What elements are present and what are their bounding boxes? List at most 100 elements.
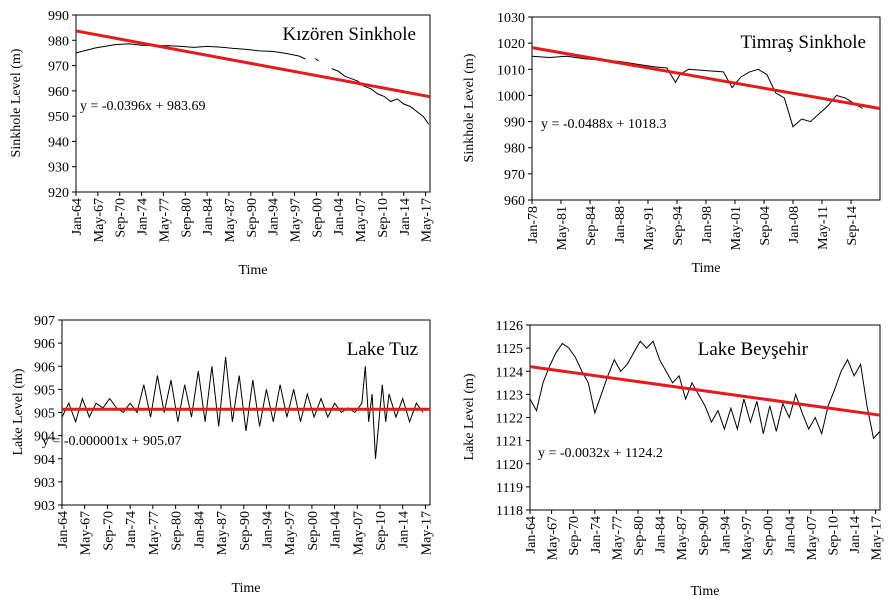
y-tick-label: 970: [48, 60, 69, 75]
x-tick-label: Sep-80: [179, 198, 194, 238]
x-tick-label: Jan-94: [267, 198, 282, 235]
y-tick-label: 990: [48, 9, 69, 24]
x-tick-label: Jan-64: [56, 511, 71, 548]
y-tick-label: 1120: [496, 458, 523, 473]
y-tick-label: 1119: [496, 481, 523, 496]
chart-title: Timraş Sinkhole: [741, 32, 866, 53]
y-tick-label: 960: [504, 194, 525, 209]
y-axis-label: Sinkhole Level (m): [9, 48, 24, 157]
x-tick-label: Jan-84: [192, 511, 207, 548]
x-tick-label: Sep-94: [671, 206, 686, 246]
x-tick-label: Jan-14: [397, 511, 412, 548]
series-line: [75, 43, 430, 125]
x-tick-label: Sep-14: [845, 206, 860, 246]
chart-title: Lake Tuz: [347, 339, 418, 360]
y-tick-label: 903: [34, 499, 55, 514]
y-tick-label: 1121: [496, 435, 523, 450]
chart-title: Lake Beyşehir: [698, 339, 809, 360]
y-tick-label: 1118: [496, 504, 523, 519]
x-tick-label: May-91: [642, 206, 657, 250]
y-tick-label: 1010: [497, 63, 525, 78]
chart-title: Kızören Sinkhole: [282, 24, 416, 45]
x-tick-label: Jan-98: [700, 206, 715, 243]
x-tick-label: May-17: [419, 511, 434, 555]
y-tick-label: 1125: [496, 342, 523, 357]
x-tick-label: May-87: [675, 516, 690, 560]
y-tick-label: 904: [34, 430, 55, 445]
x-tick-label: May-07: [354, 198, 369, 242]
x-tick-label: Sep-00: [306, 511, 321, 551]
x-tick-label: May-07: [805, 516, 820, 560]
trendline-equation: y = -0.0396x + 983.69: [80, 99, 205, 114]
y-tick-label: 905: [34, 407, 55, 422]
x-axis-label: Time: [690, 584, 719, 599]
y-tick-label: 980: [48, 34, 69, 49]
x-tick-label: May-77: [610, 516, 625, 560]
y-tick-label: 1122: [496, 412, 523, 427]
x-tick-label: May-87: [215, 511, 230, 555]
x-tick-label: Jan-94: [260, 511, 275, 548]
series-line: [529, 340, 881, 440]
x-tick-label: Sep-90: [697, 516, 712, 556]
x-tick-label: May-97: [288, 198, 303, 242]
trendline-equation: y = -0.0032x + 1124.2: [538, 446, 663, 461]
trendline: [75, 29, 431, 99]
y-tick-label: 1126: [496, 319, 523, 334]
y-tick-label: 1000: [497, 89, 525, 104]
x-tick-label: May-17: [420, 198, 435, 242]
y-tick-label: 950: [48, 110, 69, 125]
y-tick-label: 980: [504, 142, 525, 157]
x-tick-label: May-67: [546, 516, 561, 560]
x-tick-label: Jan-14: [398, 198, 413, 235]
y-tick-label: 906: [34, 337, 55, 352]
x-tick-label: Sep-00: [762, 516, 777, 556]
x-tick-label: Jan-04: [332, 198, 347, 235]
y-tick-label: 905: [34, 383, 55, 398]
y-tick-label: 1020: [497, 37, 525, 52]
x-tick-label: May-07: [351, 511, 366, 555]
x-tick-label: Sep-70: [101, 511, 116, 551]
x-tick-label: May-11: [816, 206, 831, 250]
y-axis-label: Lake Level (m): [462, 373, 477, 460]
y-tick-label: 920: [48, 186, 69, 201]
x-tick-label: Sep-90: [245, 198, 260, 238]
x-tick-label: Sep-70: [567, 516, 582, 556]
trendline: [529, 365, 881, 417]
y-axis-label: Lake Level (m): [11, 368, 26, 455]
x-tick-label: Jan-84: [201, 198, 216, 235]
x-axis-label: Time: [691, 261, 720, 276]
chart-panel-3: 903 903 904 904 905 905 906 906 907 Jan-64 May-67 S…: [11, 314, 434, 596]
x-tick-label: May-97: [283, 511, 298, 555]
plot-frame: [75, 14, 431, 193]
chart-panel-1: 920 930 940 950 960 970 980 990 Jan-64 May-67 Sep-…: [9, 9, 435, 278]
x-tick-label: Sep-00: [310, 198, 325, 238]
y-tick-label: 904: [34, 453, 55, 468]
x-tick-label: May-77: [157, 198, 172, 242]
x-tick-label: Jan-04: [783, 516, 798, 553]
x-tick-label: Sep-84: [584, 206, 599, 246]
x-tick-label: Jan-08: [787, 206, 802, 243]
x-tick-label: Sep-70: [114, 198, 129, 238]
x-tick-label: Sep-04: [758, 206, 773, 246]
x-tick-label: Jan-74: [589, 516, 604, 553]
x-tick-label: Jan-64: [524, 516, 539, 553]
x-tick-label: Sep-10: [374, 511, 389, 551]
x-tick-label: Jan-14: [848, 516, 863, 553]
trendline-equation: y = -0.000001x + 905.07: [42, 434, 181, 449]
x-tick-label: Jan-64: [70, 198, 85, 235]
x-tick-label: May-81: [555, 206, 570, 250]
y-tick-label: 903: [34, 476, 55, 491]
y-axis-label: Sinkhole Level (m): [462, 53, 477, 162]
chart-panel-2: 960 970 980 990 1000 1010 1020 1030 Jan-78 May-81…: [462, 11, 881, 276]
x-tick-label: May-17: [870, 516, 885, 560]
y-tick-label: 970: [504, 168, 525, 183]
x-tick-label: Sep-10: [376, 198, 391, 238]
x-tick-label: Sep-80: [632, 516, 647, 556]
x-tick-label: May-67: [92, 198, 107, 242]
x-tick-label: Jan-74: [136, 198, 151, 235]
x-tick-label: Jan-04: [329, 511, 344, 548]
x-tick-label: May-01: [729, 206, 744, 250]
x-tick-label: Sep-90: [238, 511, 253, 551]
x-axis-label: Time: [231, 581, 260, 596]
y-tick-label: 990: [504, 116, 525, 131]
